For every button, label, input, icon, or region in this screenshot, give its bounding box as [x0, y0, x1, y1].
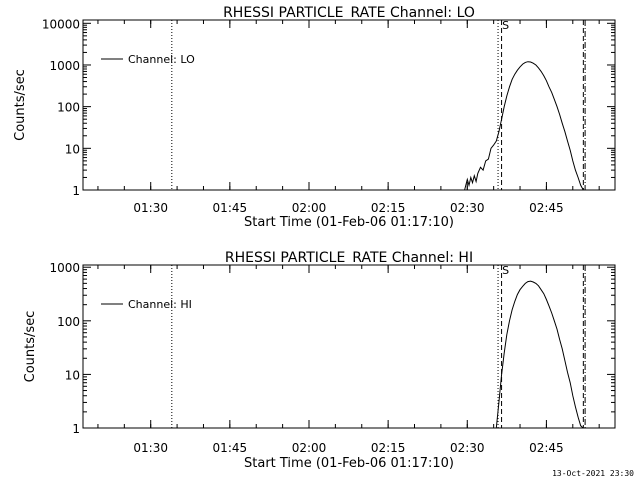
x-tick-label: 02:45: [529, 201, 564, 215]
y-tick-label: 1000: [49, 261, 80, 275]
x-tick-label: 01:30: [133, 201, 168, 215]
x-tick-label: 02:15: [371, 441, 406, 455]
y-tick-label: 1: [72, 184, 80, 198]
x-axis-label: Start Time (01-Feb-06 01:17:10): [244, 215, 454, 230]
x-tick-label: 02:00: [292, 441, 327, 455]
x-tick-label: 01:45: [213, 441, 248, 455]
event-marker-label: S: [502, 19, 509, 32]
plot-frame: [82, 264, 616, 429]
x-tick-label: 02:30: [450, 441, 485, 455]
series-line-channel-lo: [464, 61, 584, 191]
legend-label: Channel: HI: [128, 298, 192, 311]
y-axis-label: Counts/sec: [13, 69, 28, 141]
y-axis-label: Counts/sec: [23, 311, 38, 383]
x-tick-label: 02:30: [450, 201, 485, 215]
x-axis-label: Start Time (01-Feb-06 01:17:10): [244, 456, 454, 471]
chart-panel-2: RHESSI PARTICLE_RATE Channel: HI 01:30 01:…: [23, 250, 616, 471]
x-tick-label: 01:30: [133, 441, 168, 455]
plot-frame: [82, 19, 616, 191]
chart-title: RHESSI PARTICLE_RATE Channel: HI: [225, 250, 473, 266]
x-tick-label: 02:15: [371, 201, 406, 215]
y-tick-label: 100: [57, 101, 80, 115]
y-tick-label: 1000: [49, 59, 80, 73]
y-tick-label: 1: [72, 422, 80, 436]
y-tick-label: 10000: [42, 17, 80, 31]
x-tick-label: 01:45: [213, 201, 248, 215]
x-tick-label: 02:00: [292, 201, 327, 215]
y-tick-label: 10: [65, 368, 80, 382]
event-marker-label: S: [502, 264, 509, 277]
x-tick-label: 02:45: [529, 441, 564, 455]
chart-title: RHESSI PARTICLE_RATE Channel: LO: [223, 5, 475, 21]
series-line-channel-hi: [495, 280, 584, 429]
legend-label: Channel: LO: [128, 53, 195, 66]
chart-panel-1: RHESSI PARTICLE_RATE Channel: LO 01:30 01:…: [13, 5, 616, 230]
footer-timestamp: 13-Oct-2021 23:30: [552, 469, 634, 478]
y-tick-label: 100: [57, 315, 80, 329]
y-tick-label: 10: [65, 142, 80, 156]
